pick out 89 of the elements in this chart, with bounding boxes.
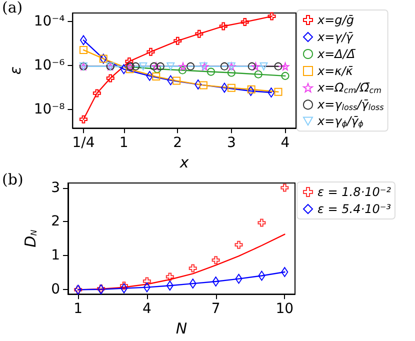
point bbox=[153, 65, 162, 74]
point bbox=[152, 72, 160, 81]
legend-label: ε = 5.4·10⁻³ bbox=[318, 202, 392, 216]
point bbox=[219, 22, 228, 30]
point bbox=[152, 62, 160, 70]
point bbox=[281, 62, 290, 70]
x-tick-label: 4 bbox=[280, 135, 290, 152]
point bbox=[258, 218, 266, 227]
x-tick-label: 1/4 bbox=[72, 135, 95, 152]
x-tick-label: 3 bbox=[226, 135, 236, 152]
point bbox=[146, 48, 155, 56]
point bbox=[227, 68, 236, 77]
point bbox=[186, 62, 195, 70]
point bbox=[268, 12, 276, 20]
point bbox=[146, 70, 154, 81]
point bbox=[194, 79, 202, 90]
point bbox=[132, 62, 140, 70]
y-tick-label: 0 bbox=[51, 282, 60, 298]
y-axis-title: ε bbox=[6, 66, 24, 75]
point bbox=[156, 62, 164, 70]
y-tick-label: 1 bbox=[51, 248, 60, 264]
y-axis-title: DN bbox=[22, 230, 40, 248]
x-tick-label: 4 bbox=[142, 301, 152, 318]
x-tick-label: 2 bbox=[173, 135, 182, 152]
point bbox=[240, 18, 249, 26]
x-axis-title: x bbox=[178, 154, 189, 172]
point bbox=[268, 88, 275, 98]
point bbox=[248, 62, 256, 70]
point bbox=[106, 74, 114, 82]
y-tick-label: 2 bbox=[51, 214, 60, 230]
point bbox=[199, 81, 208, 90]
point bbox=[189, 278, 196, 289]
legend-label: x=κ/κ̄ bbox=[316, 64, 354, 78]
point bbox=[195, 30, 204, 38]
point bbox=[166, 272, 174, 281]
point bbox=[234, 240, 243, 249]
point bbox=[174, 36, 182, 45]
point bbox=[274, 62, 282, 70]
point bbox=[260, 62, 268, 70]
point bbox=[281, 267, 288, 278]
point bbox=[80, 35, 87, 46]
legend-label: x=γ/γ̄ bbox=[316, 30, 354, 44]
point bbox=[247, 86, 254, 96]
point bbox=[139, 62, 148, 70]
point bbox=[120, 282, 128, 290]
point bbox=[220, 82, 228, 93]
text: (b) bbox=[2, 170, 24, 188]
point bbox=[258, 270, 266, 281]
point bbox=[166, 62, 175, 70]
y-tick-label: 10⁻⁴ bbox=[34, 13, 66, 30]
point bbox=[79, 115, 88, 124]
text: (a) bbox=[2, 0, 23, 16]
legend-label: ε = 1.8·10⁻² bbox=[318, 185, 392, 199]
point bbox=[172, 76, 181, 85]
point bbox=[220, 62, 228, 70]
x-tick-label: 10 bbox=[276, 301, 294, 318]
point bbox=[247, 85, 256, 94]
point bbox=[125, 57, 134, 66]
point bbox=[120, 283, 128, 294]
point bbox=[120, 64, 128, 74]
legend-label: x=g/ḡ bbox=[316, 13, 354, 27]
point bbox=[281, 72, 290, 80]
point bbox=[274, 88, 282, 96]
y-tick-label: 10⁻⁸ bbox=[34, 101, 66, 118]
y-tick-label: 10⁻⁶ bbox=[34, 57, 66, 74]
x-tick-label: 1 bbox=[119, 135, 128, 152]
point bbox=[252, 62, 260, 70]
x-tick-label: 1 bbox=[74, 301, 83, 318]
x-tick-label: 7 bbox=[211, 301, 220, 318]
point bbox=[79, 46, 88, 54]
point bbox=[150, 62, 158, 70]
point bbox=[142, 277, 151, 286]
point bbox=[212, 276, 220, 287]
point bbox=[254, 70, 262, 78]
x-axis-title: N bbox=[176, 320, 188, 338]
point bbox=[280, 184, 289, 192]
point bbox=[188, 264, 197, 272]
point bbox=[227, 84, 236, 92]
point bbox=[179, 62, 188, 70]
point bbox=[166, 280, 174, 291]
point bbox=[212, 256, 220, 264]
point bbox=[167, 75, 174, 86]
point bbox=[178, 66, 186, 74]
point bbox=[235, 274, 242, 284]
point bbox=[92, 89, 101, 98]
point bbox=[207, 68, 215, 76]
legend-label: x=Δ/Δ̄ bbox=[316, 47, 356, 61]
point bbox=[143, 282, 150, 292]
y-tick-label: 3 bbox=[51, 180, 60, 196]
